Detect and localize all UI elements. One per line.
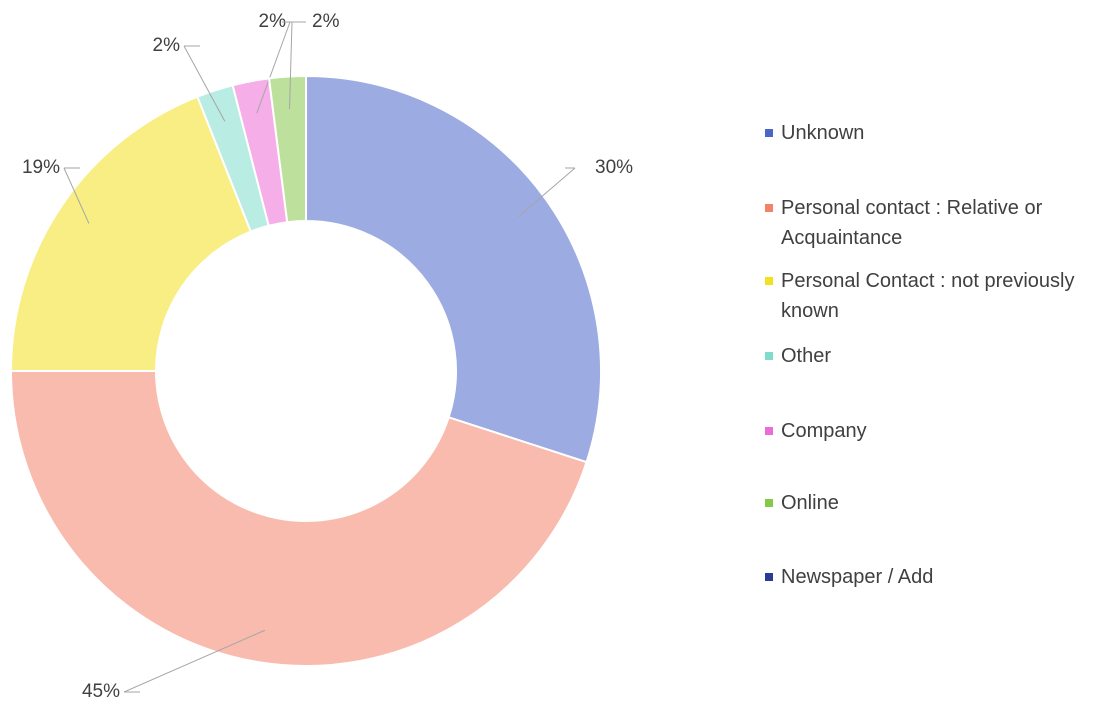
- legend-label: Personal contact : Relative or Acquainta…: [781, 197, 1043, 249]
- legend-swatch: [765, 427, 773, 435]
- donut-slice: [305, 74, 602, 464]
- data-label: 2%: [259, 11, 287, 32]
- data-label: 45%: [82, 681, 120, 701]
- data-label: 2%: [153, 35, 181, 56]
- data-label: 2%: [312, 11, 340, 32]
- legend-label: Other: [781, 345, 832, 367]
- legend-label: Company: [781, 420, 867, 442]
- leader-line: [183, 45, 226, 122]
- legend-item: Online: [765, 488, 1100, 518]
- legend-item: Company: [765, 416, 1100, 446]
- donut-chart: 30% 45% 19% 2% 2% 2%: [9, 11, 633, 701]
- legend-item: Newspaper / Add: [765, 562, 1100, 592]
- leader-line: [289, 21, 293, 110]
- legend-swatch: [765, 573, 773, 581]
- donut-slice: [9, 370, 588, 667]
- legend-label: Newspaper / Add: [781, 566, 934, 588]
- leader-line: [123, 629, 266, 693]
- legend-swatch: [765, 204, 773, 212]
- legend-swatch: [765, 129, 773, 137]
- leader-line: [63, 167, 90, 224]
- legend-item: Other: [765, 341, 1100, 371]
- data-label: 19%: [22, 157, 60, 178]
- data-label: 30%: [595, 157, 633, 178]
- donut-slice: [9, 95, 253, 372]
- legend-item: Personal Contact : not previously known: [765, 266, 1100, 326]
- legend-swatch: [765, 352, 773, 360]
- legend-swatch: [765, 277, 773, 285]
- leader-line: [518, 167, 576, 218]
- legend-label: Personal Contact : not previously known: [781, 270, 1075, 322]
- leader-line: [256, 21, 291, 114]
- legend-label: Unknown: [781, 122, 865, 144]
- legend-item: Unknown: [765, 118, 1100, 148]
- legend-swatch: [765, 499, 773, 507]
- legend-item: Personal contact : Relative or Acquainta…: [765, 193, 1100, 253]
- legend-label: Online: [781, 492, 839, 514]
